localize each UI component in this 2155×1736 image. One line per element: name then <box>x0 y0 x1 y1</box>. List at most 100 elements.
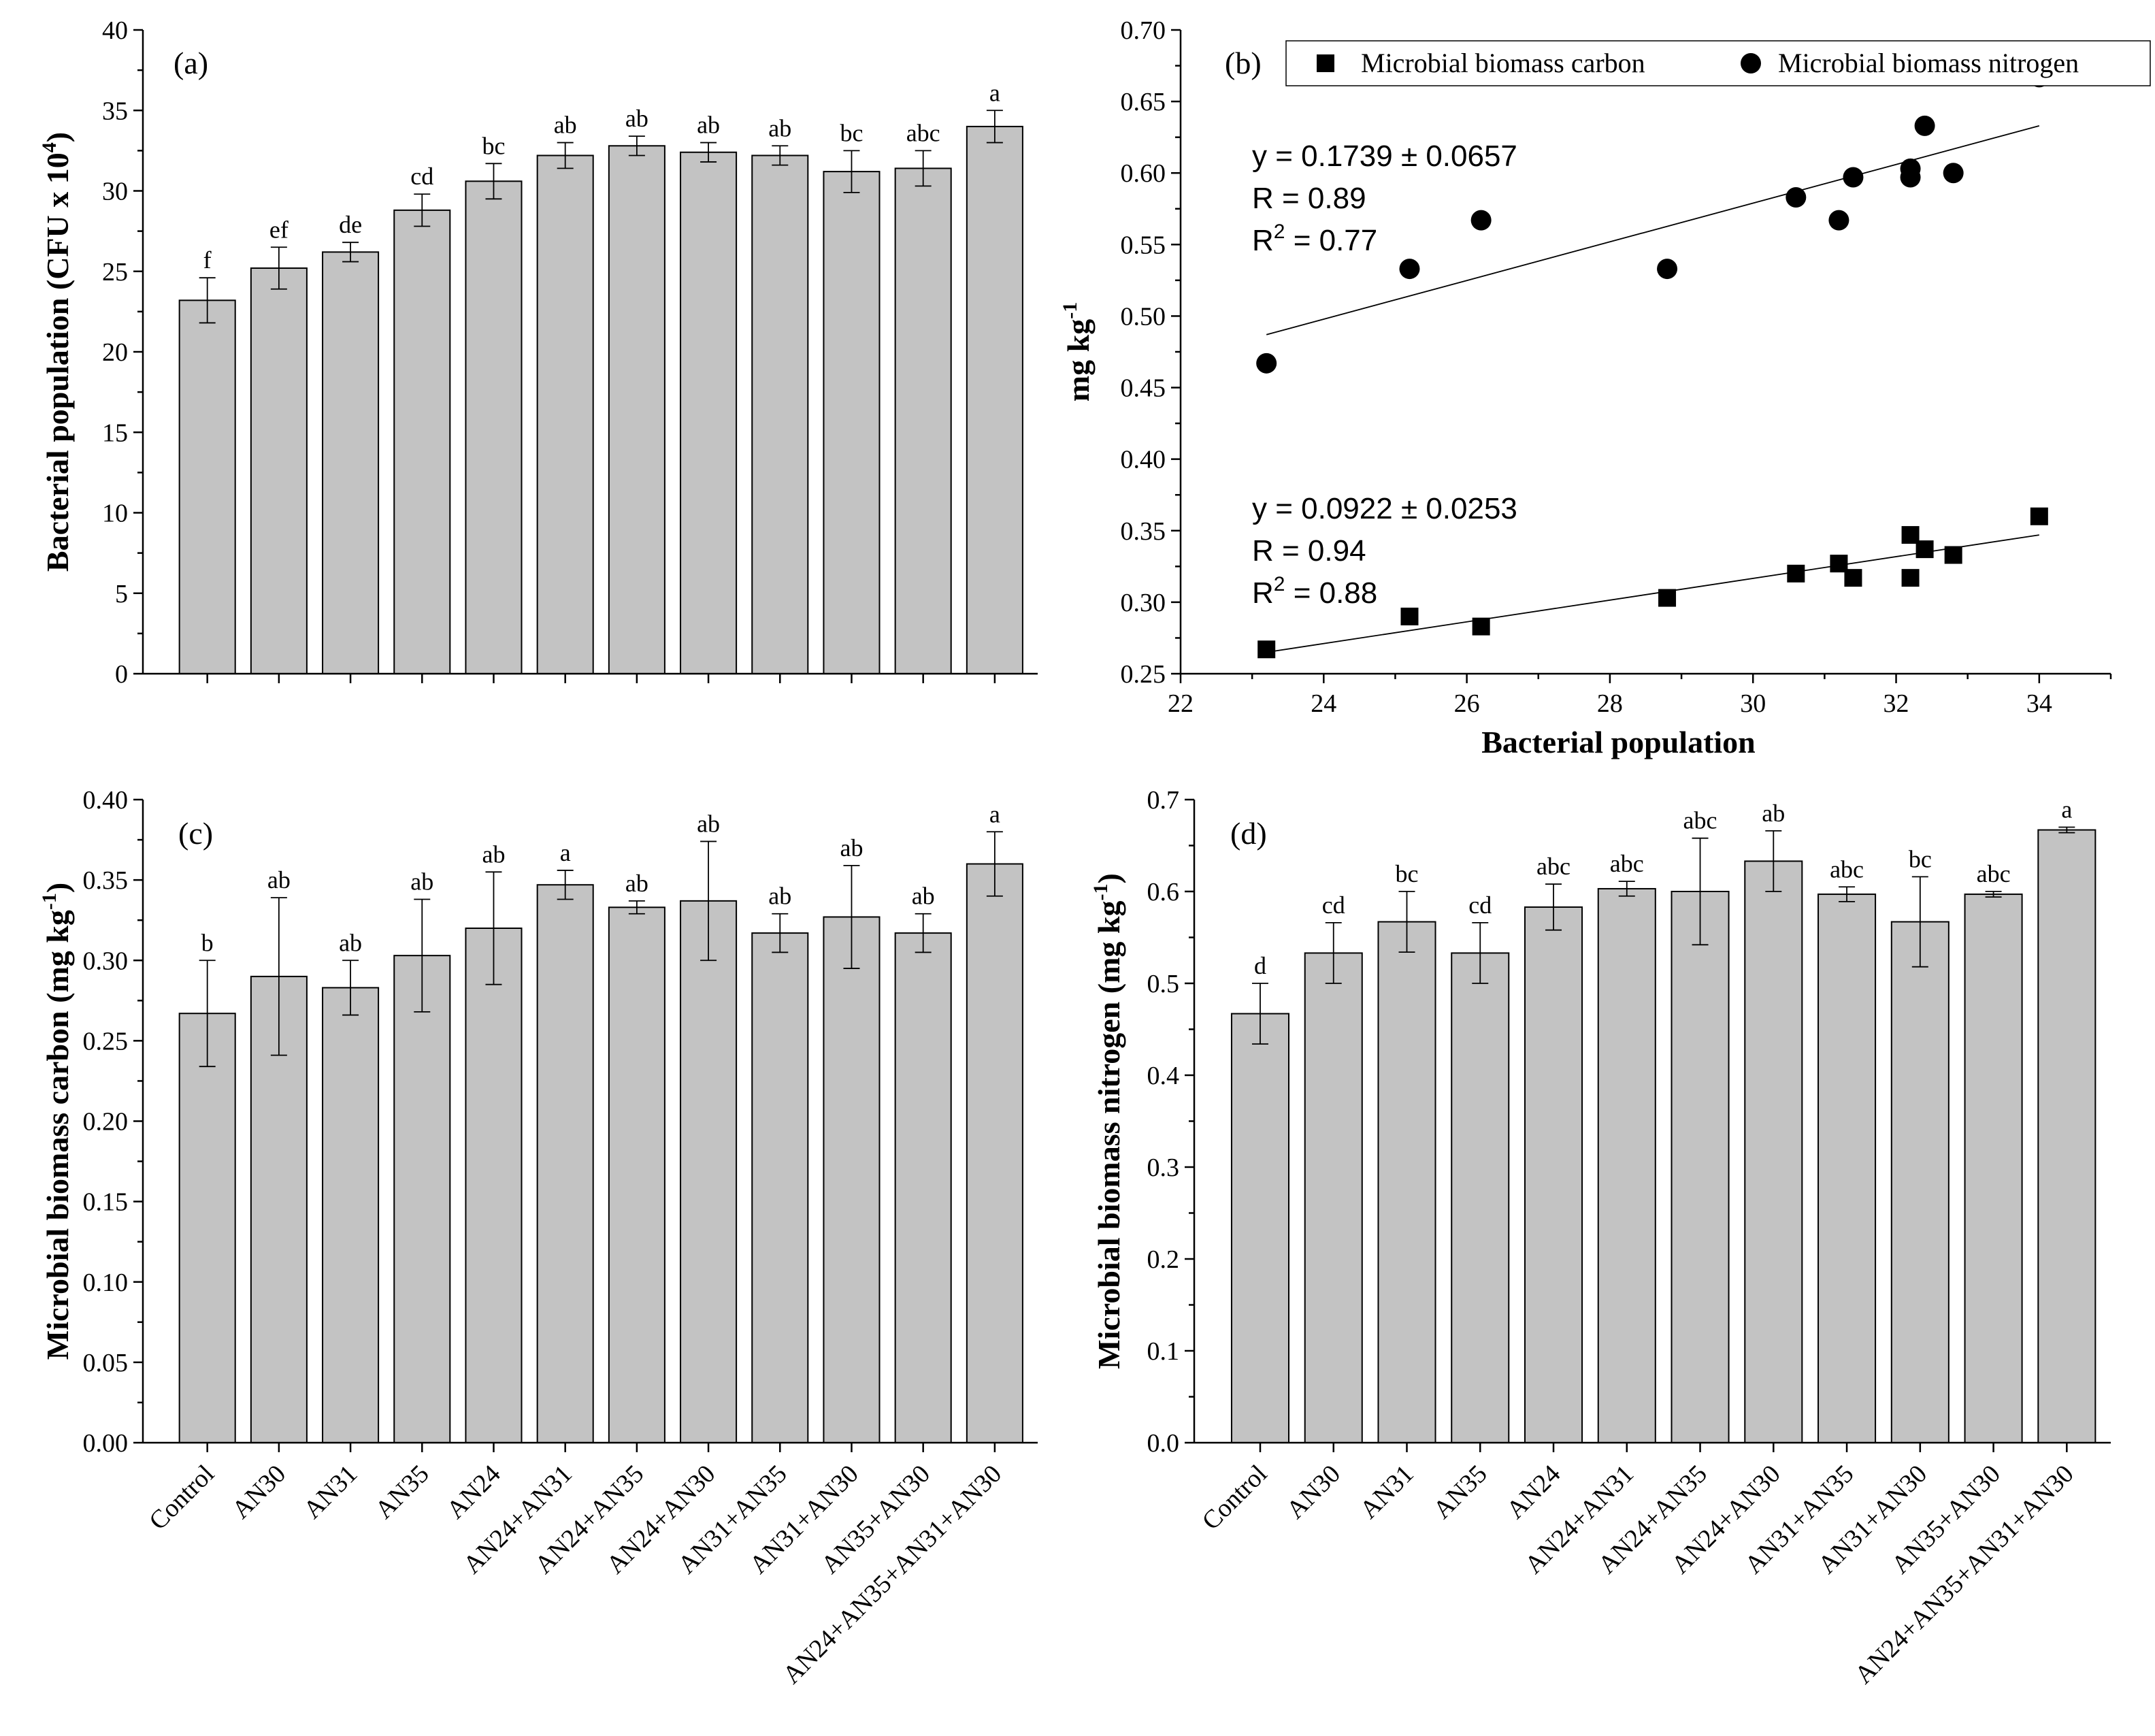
x-tick-label-b-3: 26 <box>1454 689 1480 718</box>
x-tick-label-d-3: AN31 <box>1354 1460 1419 1524</box>
y-axis-title-b: mg kg-1 <box>1059 302 1096 402</box>
bar-a-12 <box>966 125 1023 674</box>
point-carbon-10 <box>1915 540 1934 559</box>
equation-slope-nitrogen: y = 0.1739 ± 0.0657 <box>1252 140 1517 173</box>
y-tick-label: 25 <box>102 258 128 286</box>
y-axis-title-c: Microbial biomass carbon (mg kg-1) <box>38 883 75 1360</box>
y-tick-label: 0.25 <box>83 1027 129 1055</box>
bar-a-5 <box>465 180 523 674</box>
point-carbon-5 <box>1787 564 1805 583</box>
significance-letter-c-7: ab <box>625 870 648 897</box>
r2-symbol: R <box>1252 576 1274 610</box>
y-tick-label: 0.00 <box>83 1429 129 1458</box>
significance-letter-c-1: b <box>201 929 214 956</box>
x-tick-label-c-5: AN24 <box>441 1460 506 1524</box>
significance-letter-d-6: abc <box>1610 850 1644 877</box>
x-tick-label-c-4: AN35 <box>369 1460 434 1524</box>
x-tick-label-d-4: AN35 <box>1428 1460 1492 1524</box>
point-nitrogen-11 <box>1943 163 1964 184</box>
point-nitrogen-2 <box>1399 259 1420 280</box>
bar-c-10 <box>823 916 881 1443</box>
bar-a-10 <box>823 171 881 674</box>
bar-a-1 <box>178 299 236 674</box>
point-carbon-2 <box>1400 607 1419 625</box>
y-axis-title-superscript: 4 <box>38 142 61 152</box>
x-tick-label-b-2: 24 <box>1311 689 1336 718</box>
y-axis-title-a: Bacterial population (CFU x 104) <box>38 132 75 572</box>
y-tick-label: 40 <box>102 16 128 45</box>
r2-value: = 0.77 <box>1285 224 1377 257</box>
bar-c-8 <box>680 900 738 1443</box>
x-tick-label-c-3: AN31 <box>298 1460 363 1524</box>
bar-d-5 <box>1524 906 1583 1443</box>
significance-letter-c-6: a <box>560 839 571 866</box>
bar-c-5 <box>465 928 523 1443</box>
y-tick-label: 0.7 <box>1147 786 1180 815</box>
point-carbon-11 <box>1944 546 1962 564</box>
bar-d-12 <box>2037 829 2096 1444</box>
bar-c-12 <box>966 863 1023 1443</box>
y-tick-label: 0.1 <box>1147 1337 1180 1366</box>
point-nitrogen-4 <box>1657 259 1678 280</box>
x-tick-label-c-1: Control <box>144 1460 220 1536</box>
bar-d-1 <box>1230 1013 1290 1444</box>
bar-a-7 <box>608 145 665 674</box>
y-tick-label: 0.5 <box>1147 970 1180 998</box>
y-tick-label: 0.15 <box>83 1188 129 1217</box>
bar-d-3 <box>1377 921 1436 1444</box>
y-tick-label: 0.35 <box>1121 517 1166 546</box>
point-carbon-12 <box>2030 507 2048 525</box>
r2-value: = 0.88 <box>1285 576 1377 610</box>
y-axis-title-main: Bacterial population (CFU x 10 <box>40 152 75 572</box>
y-axis-title-superscript: -1 <box>1089 884 1112 901</box>
point-nitrogen-9 <box>1900 167 1921 188</box>
significance-letter-d-12: a <box>2061 796 2072 823</box>
equation-slope-carbon: y = 0.0922 ± 0.0253 <box>1252 492 1517 525</box>
bar-a-8 <box>680 151 738 675</box>
significance-letter-c-10: ab <box>840 834 863 862</box>
x-tick-label-b-5: 30 <box>1740 689 1766 718</box>
bar-c-3 <box>322 987 380 1443</box>
significance-letter-a-1: f <box>203 246 212 274</box>
bar-d-7 <box>1671 891 1730 1443</box>
bar-a-9 <box>751 154 809 675</box>
point-carbon-7 <box>1844 569 1862 587</box>
y-axis-title-superscript: -1 <box>38 893 61 910</box>
significance-letter-a-2: ef <box>269 216 289 243</box>
point-carbon-1 <box>1257 640 1276 659</box>
significance-letter-c-11: ab <box>912 883 935 910</box>
y-tick-label: 0.20 <box>83 1108 129 1136</box>
bar-d-10 <box>1890 921 1950 1444</box>
point-carbon-9 <box>1901 569 1920 587</box>
significance-letter-a-10: bc <box>840 119 863 146</box>
legend-label-carbon: Microbial biomass carbon <box>1361 48 1645 78</box>
x-tick-label-b-1: 22 <box>1168 689 1194 718</box>
y-axis-title-main: Microbial biomass carbon (mg kg <box>40 910 75 1360</box>
equation-r2-nitrogen: R2 = 0.77 <box>1252 220 1377 257</box>
y-axis-title-main: mg kg <box>1061 319 1096 402</box>
point-nitrogen-3 <box>1470 210 1492 231</box>
bar-d-4 <box>1451 952 1510 1443</box>
significance-letter-c-5: ab <box>482 840 505 868</box>
y-tick-label: 15 <box>102 419 128 447</box>
equation-r2-carbon: R2 = 0.88 <box>1252 573 1377 610</box>
x-tick-label-b-4: 28 <box>1597 689 1623 718</box>
bar-c-1 <box>178 1013 236 1443</box>
y-axis-title-tail: ) <box>40 132 75 142</box>
r2-exponent: 2 <box>1274 573 1285 595</box>
bar-a-6 <box>536 154 594 675</box>
legend-marker-carbon <box>1317 54 1334 72</box>
significance-letter-c-3: ab <box>339 929 362 956</box>
bar-c-4 <box>393 955 451 1443</box>
y-tick-label: 35 <box>102 97 128 125</box>
significance-letter-a-4: cd <box>410 163 433 190</box>
y-tick-label: 0.4 <box>1147 1062 1180 1090</box>
point-carbon-3 <box>1472 617 1490 636</box>
y-axis-title-tail: ) <box>1091 873 1126 883</box>
point-carbon-4 <box>1658 589 1677 607</box>
bar-c-11 <box>894 932 952 1443</box>
significance-letter-c-4: ab <box>410 868 433 895</box>
bar-d-8 <box>1744 860 1803 1443</box>
significance-letter-a-7: ab <box>625 105 648 132</box>
